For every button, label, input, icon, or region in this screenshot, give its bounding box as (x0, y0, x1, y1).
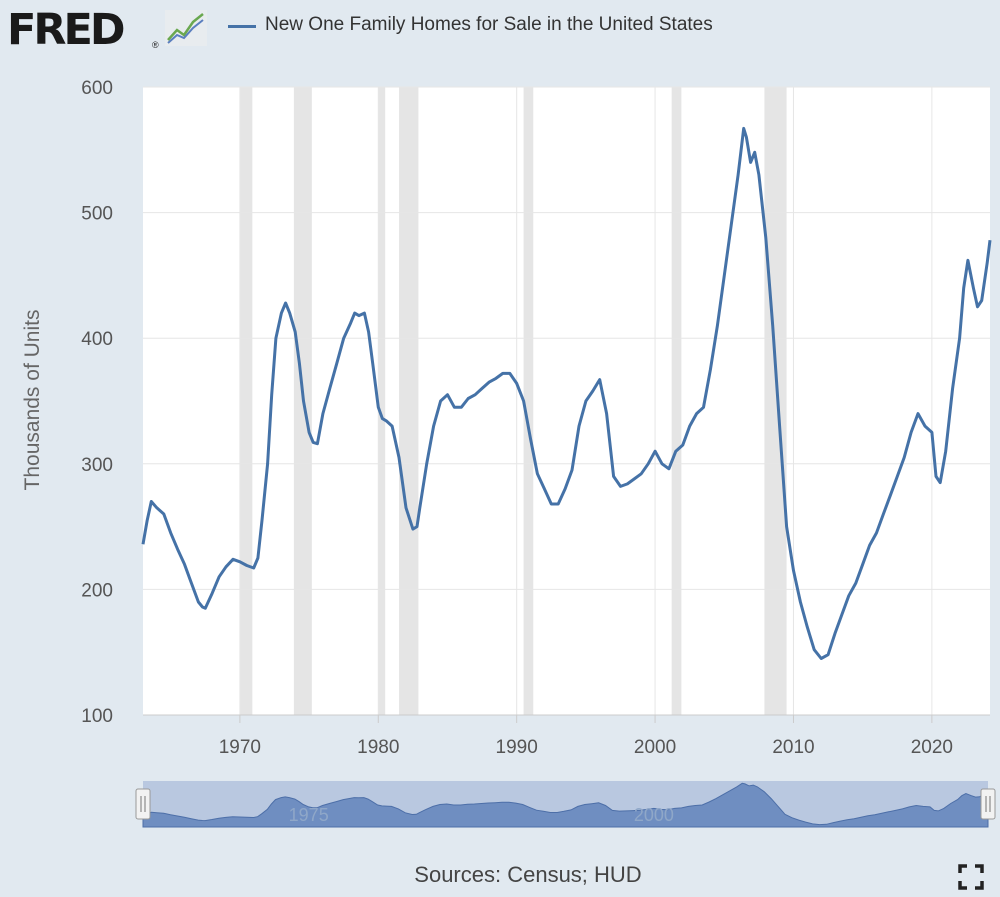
recession-band (378, 87, 386, 715)
recession-band (239, 87, 253, 715)
navigator-handle-left[interactable] (135, 788, 151, 820)
recession-band (671, 87, 682, 715)
recession-band (523, 87, 534, 715)
series-line[interactable] (141, 126, 992, 660)
y-tick-label: 300 (81, 455, 113, 476)
plot-area (143, 87, 990, 715)
chart-header: FRED ® New One Family Homes for Sale in … (0, 0, 1000, 60)
navigator-tick-label: 1975 (289, 805, 329, 825)
y-tick-label: 600 (81, 78, 113, 99)
plot-background (143, 87, 990, 715)
navigator-handle-right[interactable] (980, 788, 996, 820)
x-tick-label: 2000 (634, 737, 676, 758)
x-tick-label: 1990 (496, 737, 538, 758)
y-tick-label: 400 (81, 329, 113, 350)
recession-bands (239, 87, 787, 715)
y-tick-label: 500 (81, 204, 113, 225)
y-tick-label: 100 (81, 706, 113, 727)
x-tick-label: 2020 (911, 737, 953, 758)
navigator[interactable]: 1975 2000 (135, 781, 996, 828)
recession-band (399, 87, 419, 715)
navigator-series (142, 782, 989, 828)
x-tick-label: 1980 (357, 737, 399, 758)
series-layer (141, 126, 992, 660)
x-tick-label: 1970 (219, 737, 261, 758)
x-tick-label: 2010 (772, 737, 814, 758)
legend-label[interactable]: New One Family Homes for Sale in the Uni… (265, 14, 713, 35)
fred-logo[interactable]: FRED (7, 5, 126, 55)
x-axis: 1970 1980 1990 2000 2010 2020 (143, 714, 990, 758)
y-axis: 100 200 300 400 500 600 (81, 78, 113, 727)
registered-mark: ® (152, 40, 159, 50)
navigator-tick-label: 2000 (634, 805, 674, 825)
recession-band (764, 87, 787, 715)
legend-swatch (228, 25, 256, 28)
y-axis-label: Thousands of Units (21, 310, 44, 491)
gridlines (143, 86, 990, 715)
source-note: Sources: Census; HUD (414, 862, 642, 887)
y-tick-label: 200 (81, 580, 113, 601)
line-chart-icon (165, 10, 207, 46)
fullscreen-icon[interactable] (958, 864, 984, 890)
